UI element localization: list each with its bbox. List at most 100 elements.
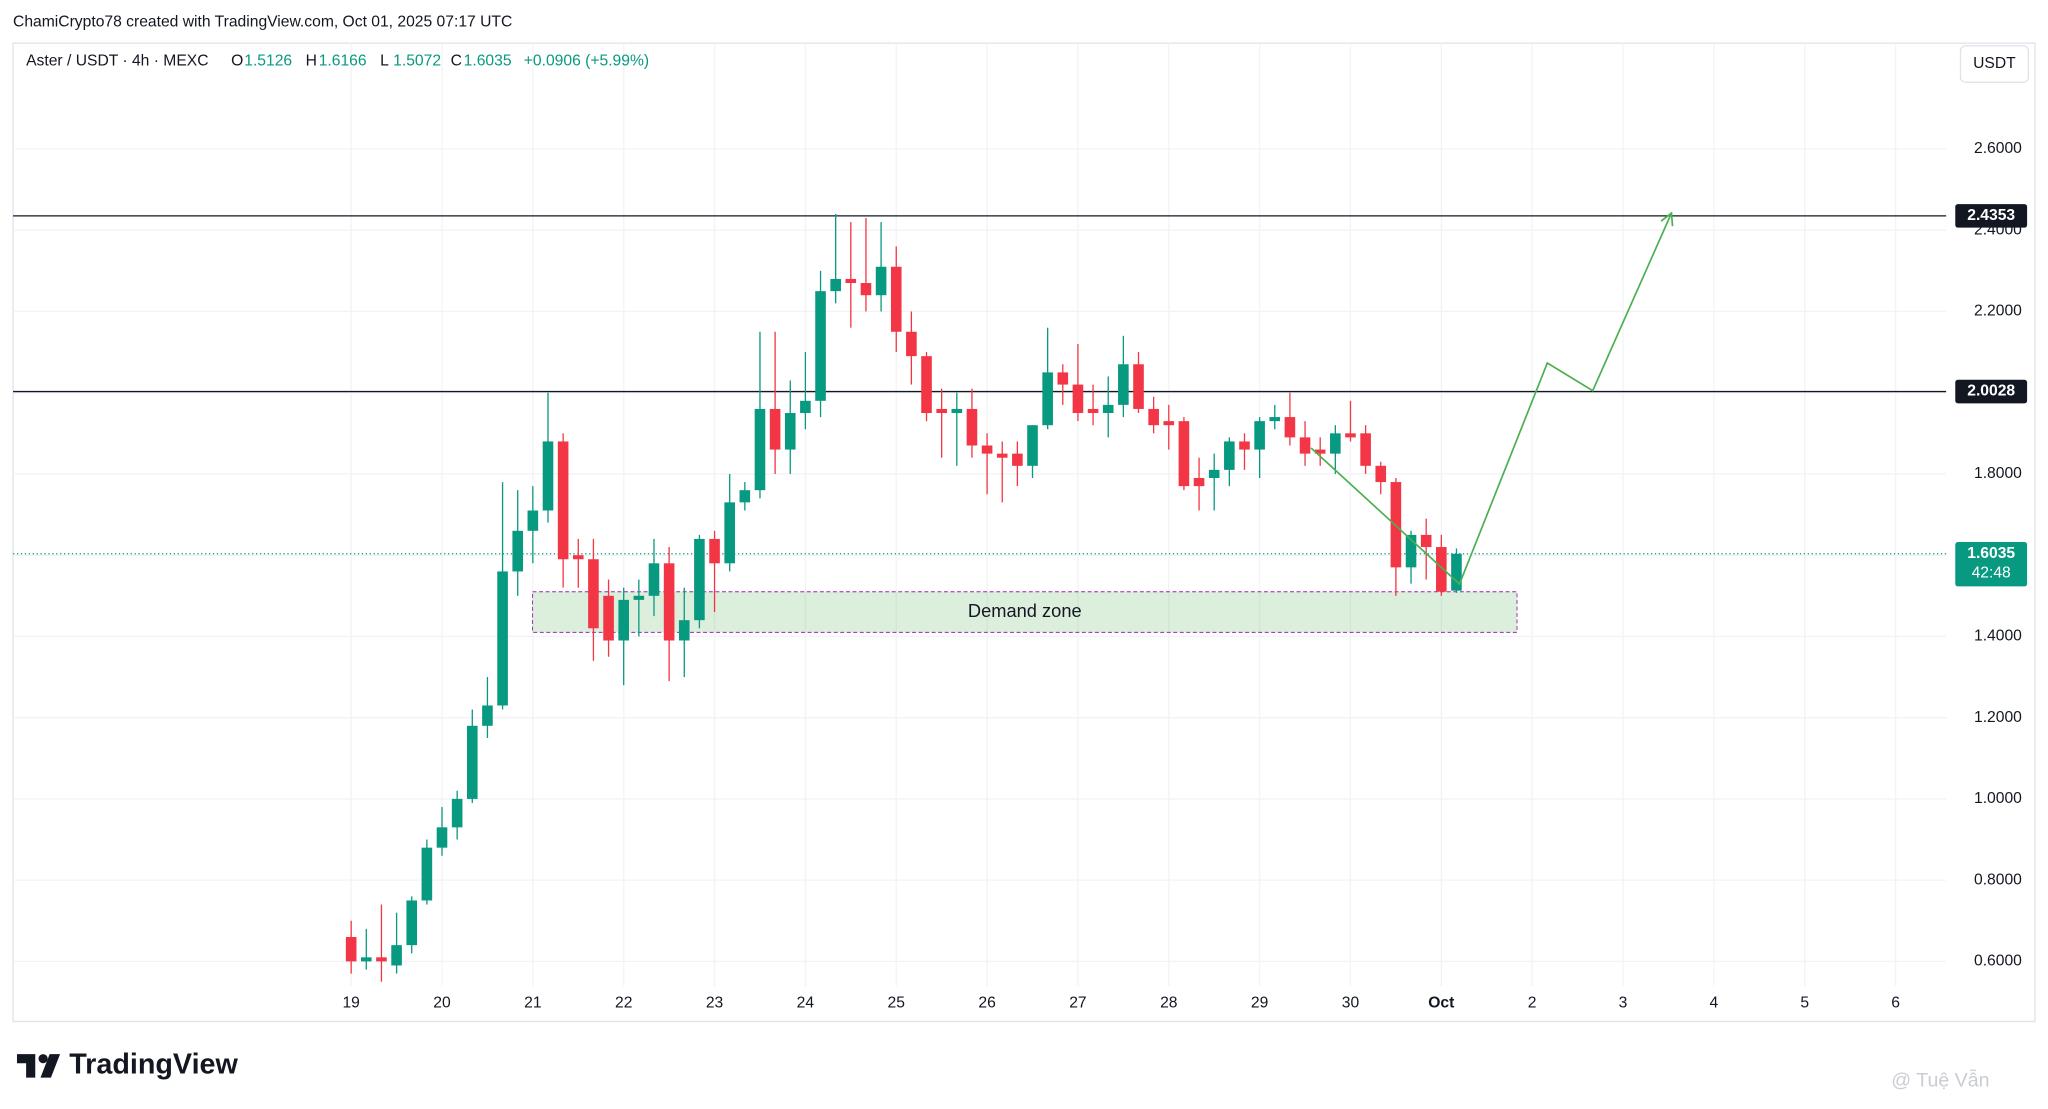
candle-body xyxy=(966,408,978,446)
candle-body xyxy=(1072,384,1084,414)
candle xyxy=(845,222,857,328)
projection-arrowhead xyxy=(1660,211,1674,227)
candle xyxy=(482,677,493,738)
candle-body xyxy=(1269,417,1281,422)
candle xyxy=(936,388,947,458)
candle xyxy=(1375,461,1387,495)
candle-body xyxy=(936,408,947,414)
ohlc-value: 1.5126 xyxy=(244,53,292,70)
candle xyxy=(361,928,372,970)
candle xyxy=(1345,400,1356,442)
candle-body xyxy=(1133,364,1144,409)
candle xyxy=(1299,421,1311,466)
candle xyxy=(1102,376,1114,438)
candle xyxy=(1269,404,1281,430)
candle-body xyxy=(633,595,645,600)
candle xyxy=(572,538,584,588)
symbol-label: Aster / USDT · 4h · MEXC xyxy=(26,53,208,70)
candle-body xyxy=(1405,534,1417,568)
candle xyxy=(1072,343,1084,422)
candle-body xyxy=(572,555,584,560)
x-tick-label: 4 xyxy=(1709,994,1718,1011)
change-label: +0.0906 (+5.99%) xyxy=(524,53,649,70)
candle xyxy=(1420,518,1432,580)
projection-path xyxy=(1310,212,1673,586)
candle-body xyxy=(406,900,418,946)
candle-body xyxy=(1420,534,1432,548)
candle-body xyxy=(1027,425,1038,466)
candle-body xyxy=(557,441,569,560)
candle xyxy=(996,441,1008,503)
ohlc-value: 1.6166 xyxy=(319,53,367,70)
candle-body xyxy=(875,266,887,296)
candle xyxy=(951,392,963,466)
candle xyxy=(981,433,993,495)
candle-body xyxy=(1436,547,1447,592)
candle-body xyxy=(1148,408,1159,426)
candle-body xyxy=(527,510,539,531)
candle-body xyxy=(1163,421,1175,426)
candle-body xyxy=(1345,433,1356,438)
candle xyxy=(1087,384,1099,426)
credit: ChamiCrypto78 created with TradingView.c… xyxy=(13,13,512,30)
candle xyxy=(1224,437,1235,487)
x-tick-label: 5 xyxy=(1800,994,1809,1011)
candle-body xyxy=(754,408,766,491)
candle-body xyxy=(1284,417,1296,438)
y-tick-label: 1.0000 xyxy=(1974,790,2022,807)
candle xyxy=(436,807,448,856)
candle xyxy=(875,222,887,312)
candle xyxy=(1133,352,1144,414)
candle xyxy=(1390,478,1402,596)
x-tick-label: 20 xyxy=(433,994,451,1011)
candle-body xyxy=(709,538,720,564)
candle-body xyxy=(482,705,493,726)
ohlc-letter: L xyxy=(380,53,389,70)
candle-body xyxy=(588,559,599,629)
candle-body xyxy=(391,945,402,966)
candle xyxy=(497,482,508,710)
currency-badge[interactable] xyxy=(1959,45,2030,83)
candle xyxy=(1178,417,1190,491)
candle-body xyxy=(739,490,751,503)
candle xyxy=(1193,457,1205,511)
candle xyxy=(678,587,690,678)
ohlc-letter: H xyxy=(306,53,317,70)
candle-body xyxy=(845,278,857,284)
y-tick-label: 1.8000 xyxy=(1974,465,2022,482)
candle xyxy=(1239,433,1250,470)
candle-body xyxy=(1193,478,1205,487)
logo-text: TradingView xyxy=(69,1048,238,1080)
candle xyxy=(406,896,418,954)
logo-shape xyxy=(16,1054,36,1078)
candle-body xyxy=(1208,469,1220,479)
candle xyxy=(345,920,357,974)
candle-body xyxy=(906,331,917,357)
x-tick-label: 29 xyxy=(1251,994,1268,1011)
candle xyxy=(1163,404,1175,450)
candle xyxy=(709,530,720,613)
y-tick-label: 0.6000 xyxy=(1974,953,2022,970)
candle-body xyxy=(345,937,357,962)
y-tick-label: 1.4000 xyxy=(1974,628,2022,645)
y-tick-label: 1.2000 xyxy=(1974,709,2022,726)
candle xyxy=(542,392,554,523)
candle-body xyxy=(542,441,554,511)
candle-body xyxy=(784,413,796,450)
candle xyxy=(1314,437,1326,466)
x-tick-label: 23 xyxy=(706,994,724,1011)
countdown-label: 42:48 xyxy=(1972,564,2011,581)
candle-body xyxy=(1330,433,1341,454)
x-tick-label: 26 xyxy=(978,994,996,1011)
candle xyxy=(921,352,932,422)
candle xyxy=(830,213,841,304)
candle xyxy=(512,490,524,596)
candle xyxy=(451,790,463,840)
candle-body xyxy=(663,563,675,641)
candle-body xyxy=(436,827,448,848)
candle xyxy=(527,486,539,564)
y-tick-label: 2.2000 xyxy=(1974,303,2022,320)
candle-body xyxy=(815,291,826,401)
